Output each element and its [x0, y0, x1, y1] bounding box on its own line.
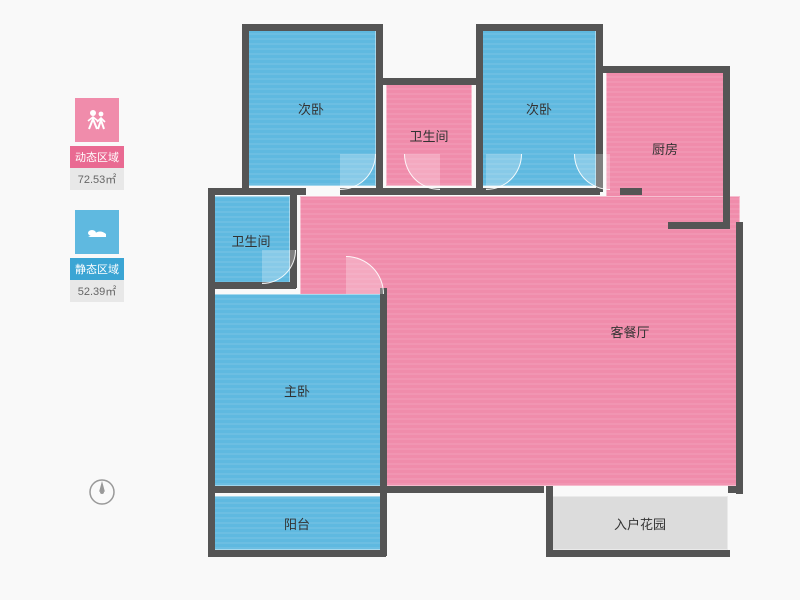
wall: [376, 24, 383, 192]
wall: [478, 24, 602, 31]
wall: [668, 222, 730, 229]
legend-static-value: 52.39㎡: [70, 280, 124, 302]
wall: [290, 188, 297, 288]
wall: [546, 486, 553, 556]
wall: [546, 550, 730, 557]
wall: [736, 222, 743, 494]
room-label-garden: 入户花园: [614, 514, 666, 533]
wall: [620, 188, 642, 195]
wall: [600, 66, 730, 73]
wall: [208, 486, 386, 493]
legend-dynamic-value: 72.53㎡: [70, 168, 124, 190]
room-label-bath2: 卫生间: [231, 231, 270, 250]
room-label-kitchen: 厨房: [652, 139, 678, 158]
wall: [208, 282, 296, 289]
wall: [728, 486, 743, 493]
room-label-living: 客餐厅: [610, 322, 649, 341]
wall: [242, 24, 382, 31]
room-master: 主卧: [212, 294, 382, 486]
room-label-bedroom2a: 次卧: [298, 99, 324, 118]
wall: [723, 66, 730, 228]
wall: [340, 188, 600, 195]
people-icon: [75, 98, 119, 142]
room-garden: 入户花园: [552, 496, 728, 550]
room-balcony: 阳台: [212, 496, 382, 550]
legend: 动态区域 72.53㎡ 静态区域 52.39㎡: [70, 98, 124, 322]
wall: [380, 78, 480, 85]
legend-static-label: 静态区域: [70, 258, 124, 280]
legend-dynamic: 动态区域 72.53㎡: [70, 98, 124, 190]
sleep-icon: [75, 210, 119, 254]
room-label-balcony: 阳台: [284, 514, 310, 533]
room-label-bedroom2b: 次卧: [526, 99, 552, 118]
wall: [208, 550, 386, 557]
room-label-bath1: 卫生间: [409, 126, 448, 145]
wall: [208, 188, 215, 556]
wall: [386, 486, 544, 493]
floorplan: 次卧卫生间次卧厨房卫生间客餐厅主卧阳台入户花园: [190, 24, 750, 580]
wall: [380, 288, 387, 492]
legend-static: 静态区域 52.39㎡: [70, 210, 124, 302]
compass-icon: [88, 478, 116, 506]
wall: [242, 24, 249, 192]
wall: [476, 24, 483, 192]
room-label-master: 主卧: [284, 381, 310, 400]
wall: [380, 486, 387, 556]
legend-dynamic-label: 动态区域: [70, 146, 124, 168]
